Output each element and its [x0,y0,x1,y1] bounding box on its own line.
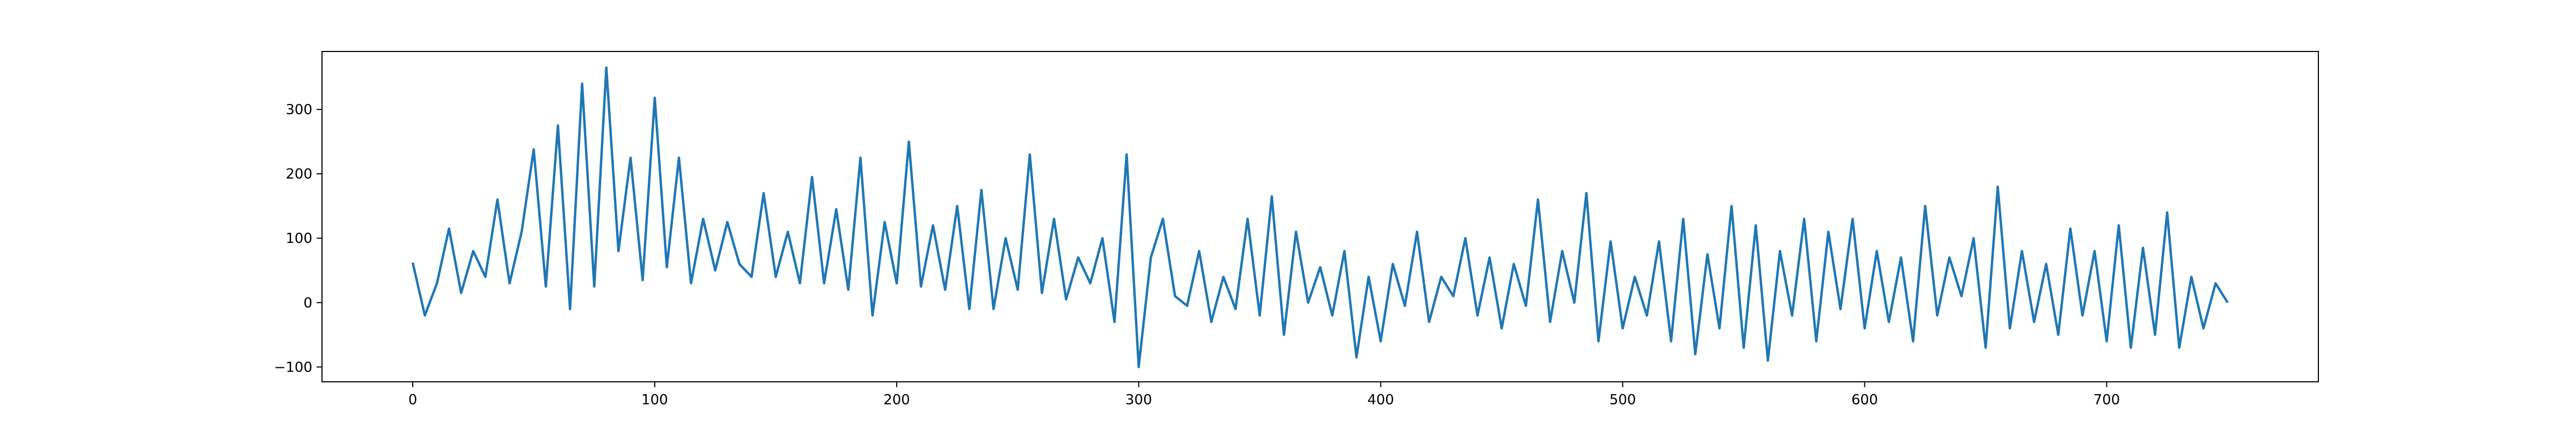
series-line-0 [411,66,2229,368]
x-tick-label: 600 [1851,392,1878,408]
x-tick-label: 300 [1125,392,1152,408]
x-tick-label: 700 [2094,392,2120,408]
y-tick-label: 0 [303,295,312,311]
tick-layer: 0 100 200 300 400 500 600 700 −100 0 100 200 300 [274,102,2120,408]
y-tick-label: 200 [286,166,312,182]
series-layer [411,66,2229,368]
y-tick-label: −100 [274,359,312,375]
x-tick-label: 500 [1609,392,1636,408]
x-tick-label: 100 [641,392,668,408]
y-tick-label: 100 [286,231,312,247]
axes-frame [321,51,2319,382]
x-tick-label: 400 [1367,392,1394,408]
x-tick-label: 0 [408,392,418,408]
y-tick-label: 300 [286,102,312,118]
x-tick-label: 200 [883,392,910,408]
plot-area [322,51,2318,382]
